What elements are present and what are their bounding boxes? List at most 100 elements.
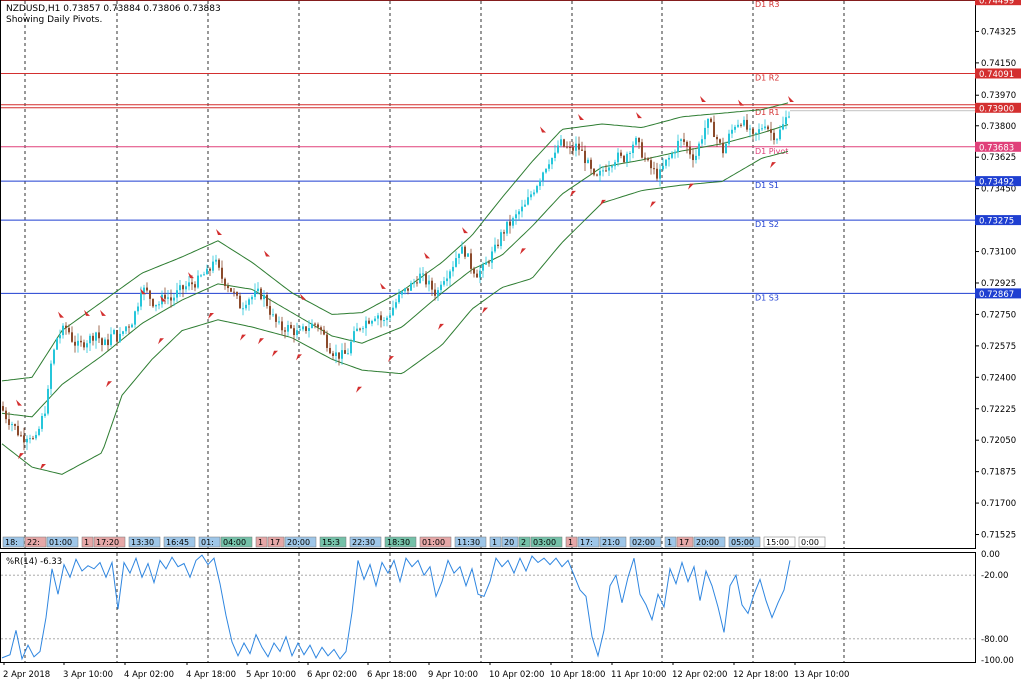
bollinger-lower-band	[1, 150, 789, 475]
price-tick-label: 0.73100	[981, 248, 1016, 258]
candle-body	[356, 328, 358, 332]
candle-body	[212, 261, 214, 271]
candle-body	[632, 144, 634, 153]
candle-body	[395, 302, 397, 308]
candle-body	[686, 141, 688, 147]
time-label: 10 Apr 18:00	[550, 670, 605, 680]
candle-body	[254, 291, 256, 297]
candle-body	[47, 388, 49, 414]
candle-body	[506, 221, 508, 234]
fractal-down-arrow	[240, 334, 246, 341]
session-marker-label: 20:00	[696, 538, 719, 547]
candle-body	[638, 137, 640, 143]
session-marker	[24, 536, 47, 548]
candle-body	[74, 341, 76, 346]
candle-body	[611, 166, 613, 168]
candle-body	[233, 291, 235, 293]
fractal-down-arrow	[40, 463, 46, 470]
candle-body	[71, 332, 73, 342]
candle-body	[689, 146, 691, 155]
session-marker-label: 16:45	[166, 538, 189, 547]
candle-body	[422, 273, 424, 275]
session-marker-label: 02:00	[632, 538, 655, 547]
candle-body	[125, 326, 127, 332]
candle-body	[653, 168, 655, 170]
candle-body	[218, 259, 220, 268]
candle-body	[89, 335, 91, 344]
candle-body	[458, 253, 460, 259]
candle-body	[464, 246, 466, 257]
session-marker-label: 0:00	[801, 538, 819, 547]
candle-body	[164, 294, 166, 299]
candle-body	[641, 142, 643, 158]
pivot-label: D1 R3	[755, 0, 779, 9]
session-marker	[693, 536, 726, 548]
candle-body	[650, 160, 652, 169]
candle-body	[8, 419, 10, 425]
fractal-up-arrow	[700, 96, 706, 103]
pivot-price-label: 0.72867	[979, 290, 1014, 300]
session-marker	[255, 536, 268, 548]
candle-body	[500, 232, 502, 247]
session-marker-label: 17:20	[96, 538, 119, 547]
symbol-header: NZDUSD,H1 0.73857 0.73884 0.73806 0.7388…	[6, 4, 221, 14]
candle-body	[2, 406, 4, 411]
candle-body	[488, 262, 490, 264]
session-marker	[599, 536, 627, 548]
fractal-up-arrow	[140, 288, 146, 295]
candle-body	[335, 352, 337, 356]
candle-body	[245, 304, 247, 309]
fractal-down-arrow	[688, 183, 694, 190]
candle-body	[338, 352, 340, 359]
candle-body	[206, 268, 208, 275]
candle-body	[590, 159, 592, 169]
candle-body	[581, 149, 583, 151]
candle-body	[398, 294, 400, 303]
candle-body	[344, 350, 346, 354]
session-marker	[664, 536, 677, 548]
candle-body	[722, 142, 724, 154]
candle-body	[764, 126, 766, 129]
candle-body	[131, 324, 133, 328]
candle-body	[359, 328, 361, 330]
candle-body	[533, 192, 535, 195]
session-marker-label: 20:00	[287, 538, 310, 547]
pivot-price-label: 0.73492	[979, 178, 1014, 188]
candle-body	[779, 129, 781, 140]
candle-body	[599, 170, 601, 176]
time-label: 6 Apr 02:00	[307, 670, 357, 680]
candle-body	[698, 143, 700, 156]
fractal-down-arrow	[18, 453, 24, 460]
candle-body	[371, 320, 373, 324]
wpr-line	[1, 554, 791, 661]
candle-body	[476, 273, 478, 278]
candle-body	[551, 157, 553, 165]
price-tick-label: 0.72925	[981, 279, 1016, 289]
candle-body	[767, 126, 769, 130]
candle-body	[740, 124, 742, 126]
session-marker	[284, 536, 317, 548]
time-label: 12 Apr 02:00	[672, 670, 727, 680]
candle-body	[272, 314, 274, 316]
session-marker-label: 1	[84, 538, 89, 547]
candle-body	[32, 438, 34, 440]
candle-body	[80, 340, 82, 343]
bollinger-upper-band	[1, 102, 789, 382]
candle-body	[62, 325, 64, 336]
candle-body	[461, 246, 463, 254]
candle-body	[527, 197, 529, 205]
pivots-note: Showing Daily Pivots.	[6, 15, 103, 25]
candle-body	[404, 288, 406, 292]
candle-body	[482, 264, 484, 271]
candle-body	[416, 282, 418, 284]
candle-body	[515, 214, 517, 219]
session-marker	[501, 536, 519, 548]
candle-body	[113, 330, 115, 335]
pivot-price-box	[975, 176, 1021, 187]
pivot-price-box	[975, 68, 1021, 79]
candle-body	[332, 353, 334, 356]
fractal-up-arrow	[540, 126, 546, 133]
session-marker-label: 01:00	[49, 538, 72, 547]
candle-body	[284, 330, 286, 332]
candle-body	[299, 329, 301, 331]
